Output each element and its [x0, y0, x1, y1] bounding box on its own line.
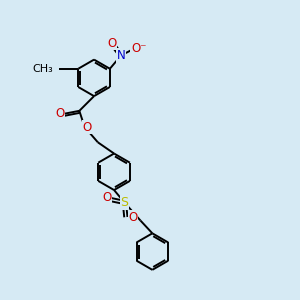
- Text: O: O: [107, 37, 116, 50]
- Text: O: O: [82, 121, 91, 134]
- Text: N: N: [117, 49, 125, 62]
- Text: O⁻: O⁻: [131, 42, 146, 55]
- Text: S: S: [120, 196, 128, 209]
- Text: CH₃: CH₃: [32, 64, 52, 74]
- Text: O: O: [129, 211, 138, 224]
- Text: O: O: [55, 107, 64, 120]
- Text: O: O: [102, 191, 111, 204]
